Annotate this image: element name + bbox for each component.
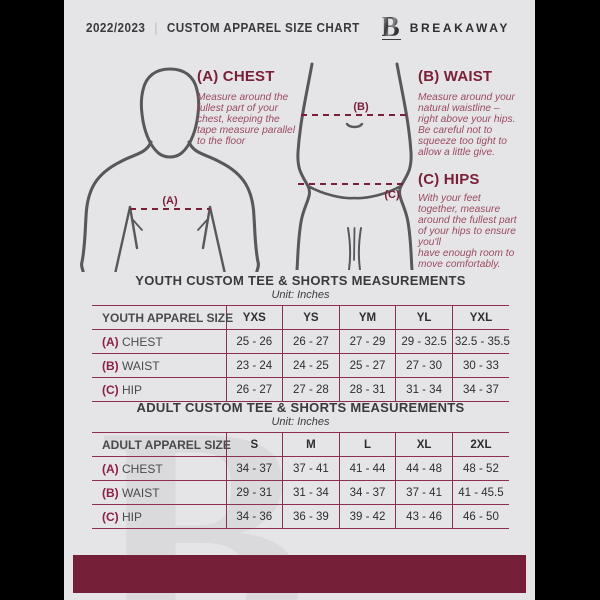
svg-text:(B): (B) bbox=[353, 101, 369, 113]
svg-text:(C): (C) bbox=[384, 189, 400, 201]
svg-text:B: B bbox=[382, 13, 400, 43]
svg-text:(A): (A) bbox=[162, 195, 178, 207]
